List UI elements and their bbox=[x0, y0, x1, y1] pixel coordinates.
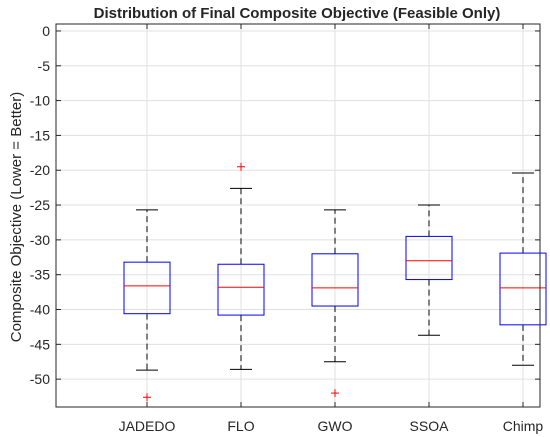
y-tick-label: -40 bbox=[30, 302, 50, 318]
y-tick-label: -30 bbox=[30, 232, 50, 248]
box-iqr bbox=[311, 253, 359, 307]
y-tick-label: 0 bbox=[42, 23, 50, 39]
grid-lines bbox=[56, 24, 540, 407]
y-tick-label: -25 bbox=[30, 197, 50, 213]
outlier-marker bbox=[237, 162, 245, 171]
box-layer bbox=[123, 162, 547, 402]
box-gwo bbox=[311, 209, 359, 398]
axis-layer: 0 -5 -10 -15 -20 -25 -30 -35 -40 -45 -50 JADEDO FLO G… bbox=[30, 23, 544, 434]
y-tick-label: -15 bbox=[30, 127, 50, 143]
box-iqr bbox=[405, 235, 453, 281]
x-tick-label: Chimp bbox=[503, 418, 544, 434]
plot-frame bbox=[55, 23, 541, 408]
box-iqr bbox=[217, 263, 265, 316]
chart-title: Distribution of Final Composite Objectiv… bbox=[94, 5, 501, 22]
y-tick-label: -45 bbox=[30, 336, 50, 352]
box-ssoa bbox=[405, 204, 453, 336]
x-tick-label: FLO bbox=[227, 418, 254, 434]
x-tick-label: SSOA bbox=[410, 418, 450, 434]
x-tick-label: JADEDO bbox=[119, 418, 176, 434]
y-tick-label: -50 bbox=[30, 371, 50, 387]
box-iqr bbox=[123, 261, 171, 315]
y-tick-label: -20 bbox=[30, 162, 50, 178]
box-flo bbox=[217, 162, 265, 370]
outlier-marker bbox=[331, 389, 339, 398]
x-tick-label: GWO bbox=[318, 418, 353, 434]
y-axis-label: Composite Objective (Lower = Better) bbox=[8, 92, 25, 343]
y-tick-label: -10 bbox=[30, 93, 50, 109]
box-jadedo bbox=[123, 209, 171, 402]
box-chimp bbox=[499, 172, 547, 366]
box-iqr bbox=[499, 252, 547, 326]
y-tick-label: -35 bbox=[30, 267, 50, 283]
y-tick-label: -5 bbox=[38, 58, 51, 74]
outlier-marker bbox=[143, 393, 151, 402]
